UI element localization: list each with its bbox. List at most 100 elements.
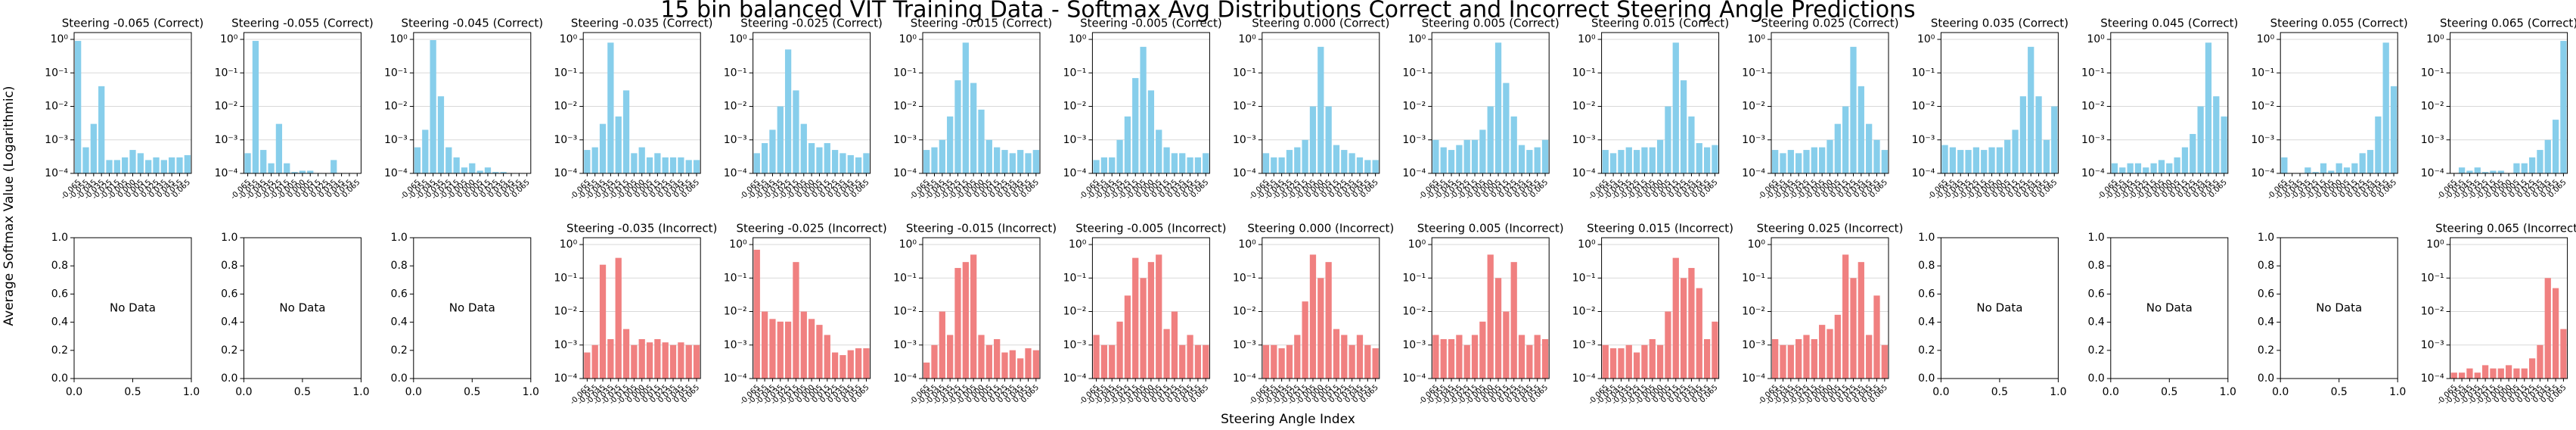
bar xyxy=(1032,350,1039,379)
y-tick-label: 10⁻³ xyxy=(45,134,68,146)
axes-frame xyxy=(2110,237,2229,379)
y-tick-label: 0.8 xyxy=(2258,260,2274,272)
y-tick-label: 10⁻² xyxy=(1572,101,1596,113)
bar xyxy=(1341,150,1348,173)
bar xyxy=(1325,262,1332,379)
bar xyxy=(1518,145,1525,173)
y-tick-label: 0.2 xyxy=(1918,344,1935,357)
y-tick-label: 10⁻⁴ xyxy=(1572,372,1596,385)
bar xyxy=(2043,139,2050,173)
bar xyxy=(1278,348,1285,379)
bar xyxy=(1787,150,1794,173)
bar xyxy=(970,254,977,379)
bar xyxy=(1463,344,1470,379)
bar xyxy=(1171,153,1178,173)
bar xyxy=(1349,153,1355,173)
bar xyxy=(1471,139,1479,173)
bar xyxy=(1503,83,1510,173)
bar xyxy=(654,338,661,379)
y-tick-label: 10⁻³ xyxy=(2081,134,2105,146)
bar xyxy=(669,344,677,379)
bar xyxy=(1641,344,1648,379)
bar xyxy=(591,344,598,379)
bar xyxy=(1795,338,1802,379)
bar xyxy=(1109,157,1116,173)
y-tick-label: 10⁻¹ xyxy=(45,67,68,79)
y-tick-label: 10⁻¹ xyxy=(1572,67,1596,79)
bar xyxy=(2521,368,2528,379)
bar xyxy=(82,147,89,173)
bar xyxy=(1633,150,1640,173)
bar xyxy=(122,157,129,173)
bar xyxy=(1171,311,1178,379)
bar xyxy=(1100,157,1108,173)
axes-frame xyxy=(753,237,871,379)
x-tick-label: 0.5 xyxy=(1991,386,2008,398)
bar xyxy=(1850,46,1857,174)
y-tick-label: 10⁻² xyxy=(2421,101,2444,113)
bar xyxy=(2304,167,2311,173)
bar xyxy=(923,362,930,379)
bar xyxy=(2552,288,2559,379)
bar xyxy=(1456,145,1463,173)
bar xyxy=(2474,372,2481,379)
bar xyxy=(1179,153,1186,173)
bar xyxy=(769,129,776,173)
bar xyxy=(1100,344,1108,379)
bar xyxy=(153,157,160,173)
bar xyxy=(863,348,870,379)
bar xyxy=(1842,254,1849,379)
bar xyxy=(994,338,1001,379)
bar xyxy=(98,86,105,173)
subplot-title: Steering -0.035 (Correct) xyxy=(571,17,713,30)
subplot-title: Steering 0.065 (Correct) xyxy=(2440,17,2576,30)
bar xyxy=(638,147,645,173)
bar xyxy=(145,160,152,173)
bar xyxy=(693,344,700,379)
bar xyxy=(662,342,669,379)
y-tick-label: 0.4 xyxy=(221,316,237,329)
bar xyxy=(863,153,870,173)
bar xyxy=(1873,295,1880,379)
bar xyxy=(1633,352,1640,379)
bar xyxy=(2537,150,2543,173)
bar xyxy=(1487,106,1494,173)
axes-frame xyxy=(1601,237,1720,379)
bar xyxy=(2375,116,2382,173)
bar xyxy=(90,123,97,173)
subplot-title: Steering 0.015 (Correct) xyxy=(1591,17,1729,30)
annotation: No Data xyxy=(1976,301,2022,315)
bar xyxy=(1826,139,1833,173)
bar xyxy=(1140,278,1147,379)
bar xyxy=(1025,153,1032,173)
bar xyxy=(1618,150,1625,173)
y-tick-label: 10⁻² xyxy=(45,101,68,113)
bar xyxy=(2012,129,2019,173)
y-tick-label: 10⁰ xyxy=(729,33,747,45)
bar xyxy=(678,342,684,379)
y-tick-label: 10⁻² xyxy=(2251,101,2274,113)
bar xyxy=(1147,262,1155,379)
x-tick-label: 0.5 xyxy=(2331,386,2348,398)
bar xyxy=(1803,150,1810,173)
y-tick-label: 10⁻³ xyxy=(1063,339,1087,351)
y-tick-label: 10⁰ xyxy=(1748,238,1766,251)
bar xyxy=(1203,344,1209,379)
y-tick-label: 10⁻³ xyxy=(554,134,577,146)
y-tick-label: 10⁻⁴ xyxy=(1572,167,1596,179)
bar xyxy=(831,352,839,379)
bar xyxy=(693,160,700,173)
y-tick-label: 10⁻² xyxy=(2081,101,2105,113)
bar xyxy=(1688,267,1695,379)
axes-frame xyxy=(1771,237,1889,379)
bar xyxy=(1333,329,1340,379)
bar xyxy=(2335,163,2342,173)
y-tick-label: 0.4 xyxy=(1918,316,1935,329)
bar xyxy=(2513,368,2520,379)
annotation: No Data xyxy=(2146,301,2193,315)
bar xyxy=(1881,150,1888,173)
bar xyxy=(1696,288,1702,379)
bar xyxy=(1132,257,1139,379)
bar xyxy=(1317,46,1324,174)
bar xyxy=(1858,86,1864,173)
